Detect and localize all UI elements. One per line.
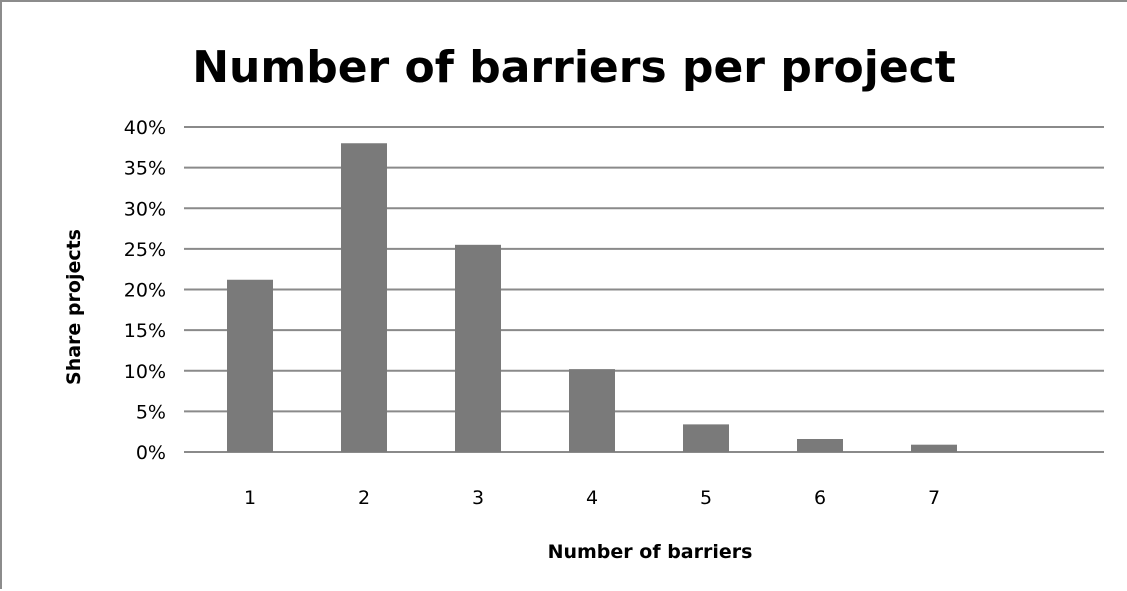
bar-7 <box>911 444 957 452</box>
bar-1 <box>227 279 273 452</box>
y-tick-label: 5% <box>136 401 166 423</box>
bar-6 <box>797 439 843 452</box>
x-tick-label: 6 <box>814 487 826 509</box>
x-tick-label: 3 <box>472 487 484 509</box>
x-tick-label: 5 <box>700 487 712 509</box>
x-tick-label: 7 <box>928 487 940 509</box>
chart-title: Number of barriers per project <box>192 42 956 93</box>
y-tick-label: 10% <box>124 361 166 383</box>
gridlines <box>184 126 1104 453</box>
y-tick-label: 30% <box>124 198 166 220</box>
x-tick-label: 1 <box>244 487 256 509</box>
y-tick-label: 25% <box>124 239 166 261</box>
bar-3 <box>455 244 501 452</box>
x-tick-label: 2 <box>358 487 370 509</box>
x-axis-ticks: 1 2 3 4 5 6 7 <box>244 487 940 509</box>
bars <box>227 143 957 452</box>
bar-5 <box>683 424 729 452</box>
y-tick-label: 0% <box>136 442 166 464</box>
y-tick-label: 35% <box>124 158 166 180</box>
bar-2 <box>341 143 387 452</box>
y-tick-label: 20% <box>124 280 166 302</box>
bar-4 <box>569 369 615 452</box>
y-axis-label: Share projects <box>63 229 85 385</box>
x-tick-label: 4 <box>586 487 598 509</box>
y-axis-ticks: 0% 5% 10% 15% 20% 25% 30% 35% 40% <box>124 117 166 464</box>
y-tick-label: 15% <box>124 320 166 342</box>
y-tick-label: 40% <box>124 117 166 139</box>
x-axis-label: Number of barriers <box>548 541 753 563</box>
